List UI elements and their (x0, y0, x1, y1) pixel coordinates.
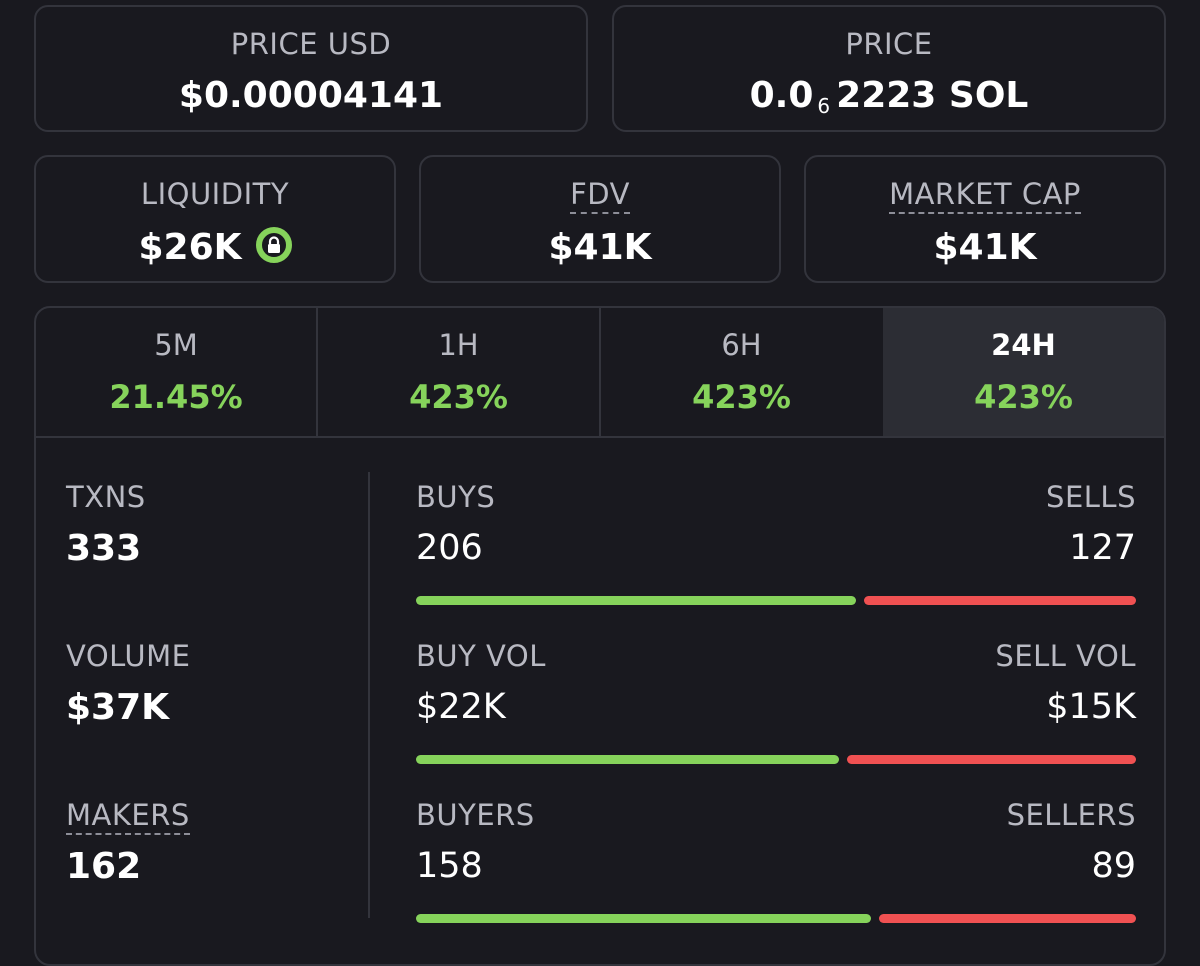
column-divider (368, 472, 370, 918)
market-cap-card: MARKET CAP $41K (804, 155, 1166, 283)
timeframe-tabs: 5M 21.45% 1H 423% 6H 423% 24H 423% (36, 308, 1164, 438)
buys-sells-row: BUYS SELLS 206 127 (416, 480, 1136, 610)
fdv-value: $41K (548, 227, 652, 268)
price-native-unit: SOL (948, 75, 1029, 116)
tab-change: 423% (692, 378, 791, 416)
price-usd-card: PRICE USD $0.00004141 (34, 5, 588, 132)
tab-5m[interactable]: 5M 21.45% (36, 308, 316, 436)
price-native-card: PRICE 0.0 6 2223 SOL (612, 5, 1166, 132)
sell-vol-bar (847, 755, 1136, 764)
tab-6h[interactable]: 6H 423% (601, 308, 882, 436)
buyers-label: BUYERS (416, 798, 535, 832)
buyers-value: 158 (416, 846, 483, 886)
tab-label: 1H (438, 328, 479, 362)
price-native-value: 0.0 6 2223 SOL (614, 75, 1164, 118)
price-native-prefix: 0.0 (749, 75, 814, 116)
price-usd-label: PRICE USD (230, 27, 392, 61)
sells-label: SELLS (1046, 480, 1136, 514)
market-cap-label[interactable]: MARKET CAP (889, 177, 1081, 214)
buyers-bar (416, 914, 871, 923)
buys-value: 206 (416, 528, 483, 568)
sellers-value: 89 (1091, 846, 1136, 886)
buy-vol-label: BUY VOL (416, 639, 546, 673)
fdv-card: FDV $41K (419, 155, 781, 283)
makers-label[interactable]: MAKERS (66, 798, 190, 835)
sell-vol-label: SELL VOL (995, 639, 1136, 673)
tab-1h[interactable]: 1H 423% (318, 308, 599, 436)
sellers-bar (879, 914, 1136, 923)
price-usd-value: $0.00004141 (178, 75, 444, 116)
makers-value: 162 (66, 846, 142, 887)
buy-sell-volume-row: BUY VOL SELL VOL $22K $15K (416, 639, 1136, 769)
liquidity-card: LIQUIDITY $26K (34, 155, 396, 283)
tab-change: 423% (409, 378, 508, 416)
buys-bar (416, 596, 856, 605)
buyers-sellers-row: BUYERS SELLERS 158 89 (416, 798, 1136, 928)
lock-icon[interactable] (255, 227, 292, 263)
price-native-zero-count: 6 (817, 94, 831, 118)
price-native-label: PRICE (845, 27, 933, 61)
txns-label: TXNS (66, 480, 146, 514)
tab-label: 24H (991, 328, 1056, 362)
sells-value: 127 (1069, 528, 1136, 568)
tab-divider (316, 308, 318, 436)
buy-vol-bar (416, 755, 839, 764)
volume-label: VOLUME (66, 639, 191, 673)
price-native-digits: 2223 (836, 75, 937, 116)
tab-change: 423% (974, 378, 1073, 416)
buys-label: BUYS (416, 480, 496, 514)
volume-stat: VOLUME $37K (66, 639, 190, 728)
tab-label: 6H (721, 328, 762, 362)
fdv-label[interactable]: FDV (570, 177, 630, 214)
txns-stat: TXNS 333 (66, 480, 146, 569)
tab-label: 5M (154, 328, 198, 362)
volume-value: $37K (66, 687, 170, 728)
liquidity-label: LIQUIDITY (140, 177, 290, 211)
stats-panel: 5M 21.45% 1H 423% 6H 423% 24H 423% TXNS … (34, 306, 1166, 966)
buy-vol-value: $22K (416, 687, 506, 727)
txns-value: 333 (66, 528, 142, 569)
sells-bar (864, 596, 1136, 605)
tab-change: 21.45% (109, 378, 243, 416)
market-cap-value: $41K (933, 227, 1037, 268)
liquidity-value-row: $26K (36, 227, 394, 268)
sell-vol-value: $15K (1046, 687, 1136, 727)
tab-divider (599, 308, 601, 436)
makers-stat: MAKERS 162 (66, 798, 190, 887)
tab-24h[interactable]: 24H 423% (883, 308, 1164, 436)
sellers-label: SELLERS (1006, 798, 1136, 832)
liquidity-value: $26K (138, 227, 242, 268)
